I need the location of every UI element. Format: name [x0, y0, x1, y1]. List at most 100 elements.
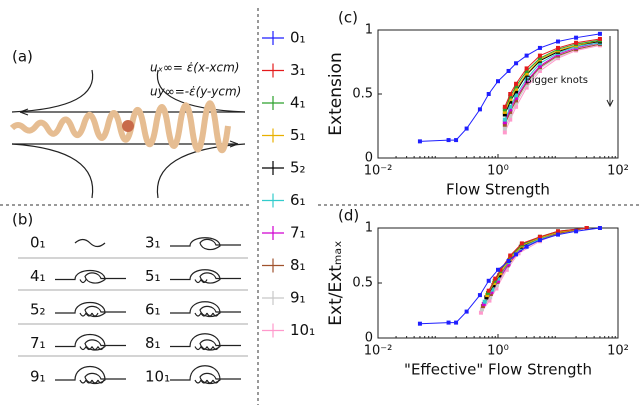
data-point: [489, 289, 494, 294]
legend-label: 10₁: [290, 321, 315, 339]
data-point: [514, 86, 519, 91]
data-point: [524, 85, 529, 90]
data-point: [496, 267, 500, 272]
data-point: [537, 238, 542, 243]
data-point: [487, 298, 492, 303]
knot-label: 4₁: [30, 267, 46, 285]
annotation-arrow: [606, 99, 614, 108]
y-axis-label: Extension: [326, 52, 346, 135]
data-point: [496, 278, 500, 283]
data-point: [556, 45, 560, 50]
data-point: [488, 295, 493, 300]
data-point: [502, 117, 507, 122]
data-point: [477, 107, 482, 112]
x-axis-label: "Effective" Flow Strength: [404, 361, 592, 379]
data-point: [556, 229, 560, 234]
knot-sketch: [170, 333, 241, 351]
data-point: [502, 126, 507, 131]
data-point: [597, 31, 602, 36]
data-point: [491, 283, 496, 288]
data-point: [446, 320, 451, 325]
data-point: [502, 122, 507, 127]
data-point: [524, 66, 529, 71]
data-point: [446, 138, 451, 143]
data-point: [524, 53, 529, 58]
data-point: [524, 71, 529, 76]
data-point: [597, 226, 602, 230]
knot-label: 0₁: [30, 234, 46, 252]
data-point: [514, 104, 519, 109]
knot-sketch: [55, 301, 126, 318]
data-point: [508, 97, 513, 102]
data-point: [508, 94, 513, 99]
x-tick-label: 10⁻²: [364, 164, 393, 179]
y-tick-label: 1: [365, 23, 373, 38]
data-point: [485, 293, 490, 298]
data-point: [524, 76, 529, 81]
knot-label: 8₁: [145, 334, 161, 352]
knot-sketch: [74, 238, 106, 248]
knot-sketch: [170, 301, 241, 318]
data-point: [506, 262, 511, 267]
data-point: [478, 310, 483, 315]
legend-label: 4₁: [290, 94, 306, 112]
y-tick-label: 0.5: [352, 276, 373, 291]
data-point: [537, 56, 542, 61]
y-tick-label: 0.5: [352, 87, 373, 102]
legend-label: 9₁: [290, 289, 306, 307]
data-point: [524, 244, 529, 249]
polymer: [9, 100, 231, 154]
data-point: [556, 39, 560, 44]
data-point: [514, 89, 519, 94]
annotation: Bigger knots: [525, 75, 588, 86]
data-point: [502, 104, 507, 109]
data-point: [537, 63, 542, 68]
data-point: [484, 295, 489, 300]
series-line: [488, 227, 587, 291]
data-point: [480, 304, 485, 309]
panel-label: (a): [12, 48, 33, 66]
data-point: [556, 232, 560, 237]
data-point: [508, 92, 513, 96]
legend-label: 3₁: [290, 61, 306, 79]
data-point: [486, 92, 491, 96]
data-point: [502, 112, 507, 117]
data-point: [574, 40, 579, 45]
knot-sketch: [55, 333, 126, 351]
data-point: [502, 120, 507, 125]
data-point: [481, 301, 486, 306]
data-point: [514, 93, 519, 98]
data-point: [508, 113, 513, 118]
x-tick-label: 10²: [607, 344, 629, 359]
data-point: [514, 84, 519, 89]
data-point: [508, 109, 513, 114]
knot-blob: [122, 120, 134, 132]
knot-label: 7₁: [30, 334, 46, 352]
legend-label: 0₁: [290, 29, 306, 47]
data-point: [488, 292, 493, 296]
data-point: [508, 253, 513, 258]
panel-label: (d): [338, 207, 359, 225]
legend-label: 7₁: [290, 224, 306, 242]
legend-label: 5₂: [290, 159, 306, 177]
data-point: [493, 276, 498, 281]
data-point: [508, 107, 513, 112]
data-point: [506, 259, 511, 263]
panel-label: (b): [12, 211, 33, 229]
data-point: [485, 290, 490, 295]
x-tick-label: 10⁰: [487, 164, 509, 179]
legend-label: 6₁: [290, 191, 306, 209]
data-point: [514, 98, 519, 103]
data-point: [464, 126, 469, 131]
y-tick-label: 0: [365, 331, 373, 346]
panel-label: (c): [338, 9, 358, 27]
data-point: [486, 288, 491, 293]
data-point: [477, 293, 482, 298]
data-point: [454, 320, 459, 325]
data-point: [537, 68, 542, 73]
data-point: [514, 95, 519, 100]
data-point: [584, 226, 589, 230]
data-point: [514, 61, 519, 66]
series-line: [419, 227, 601, 325]
